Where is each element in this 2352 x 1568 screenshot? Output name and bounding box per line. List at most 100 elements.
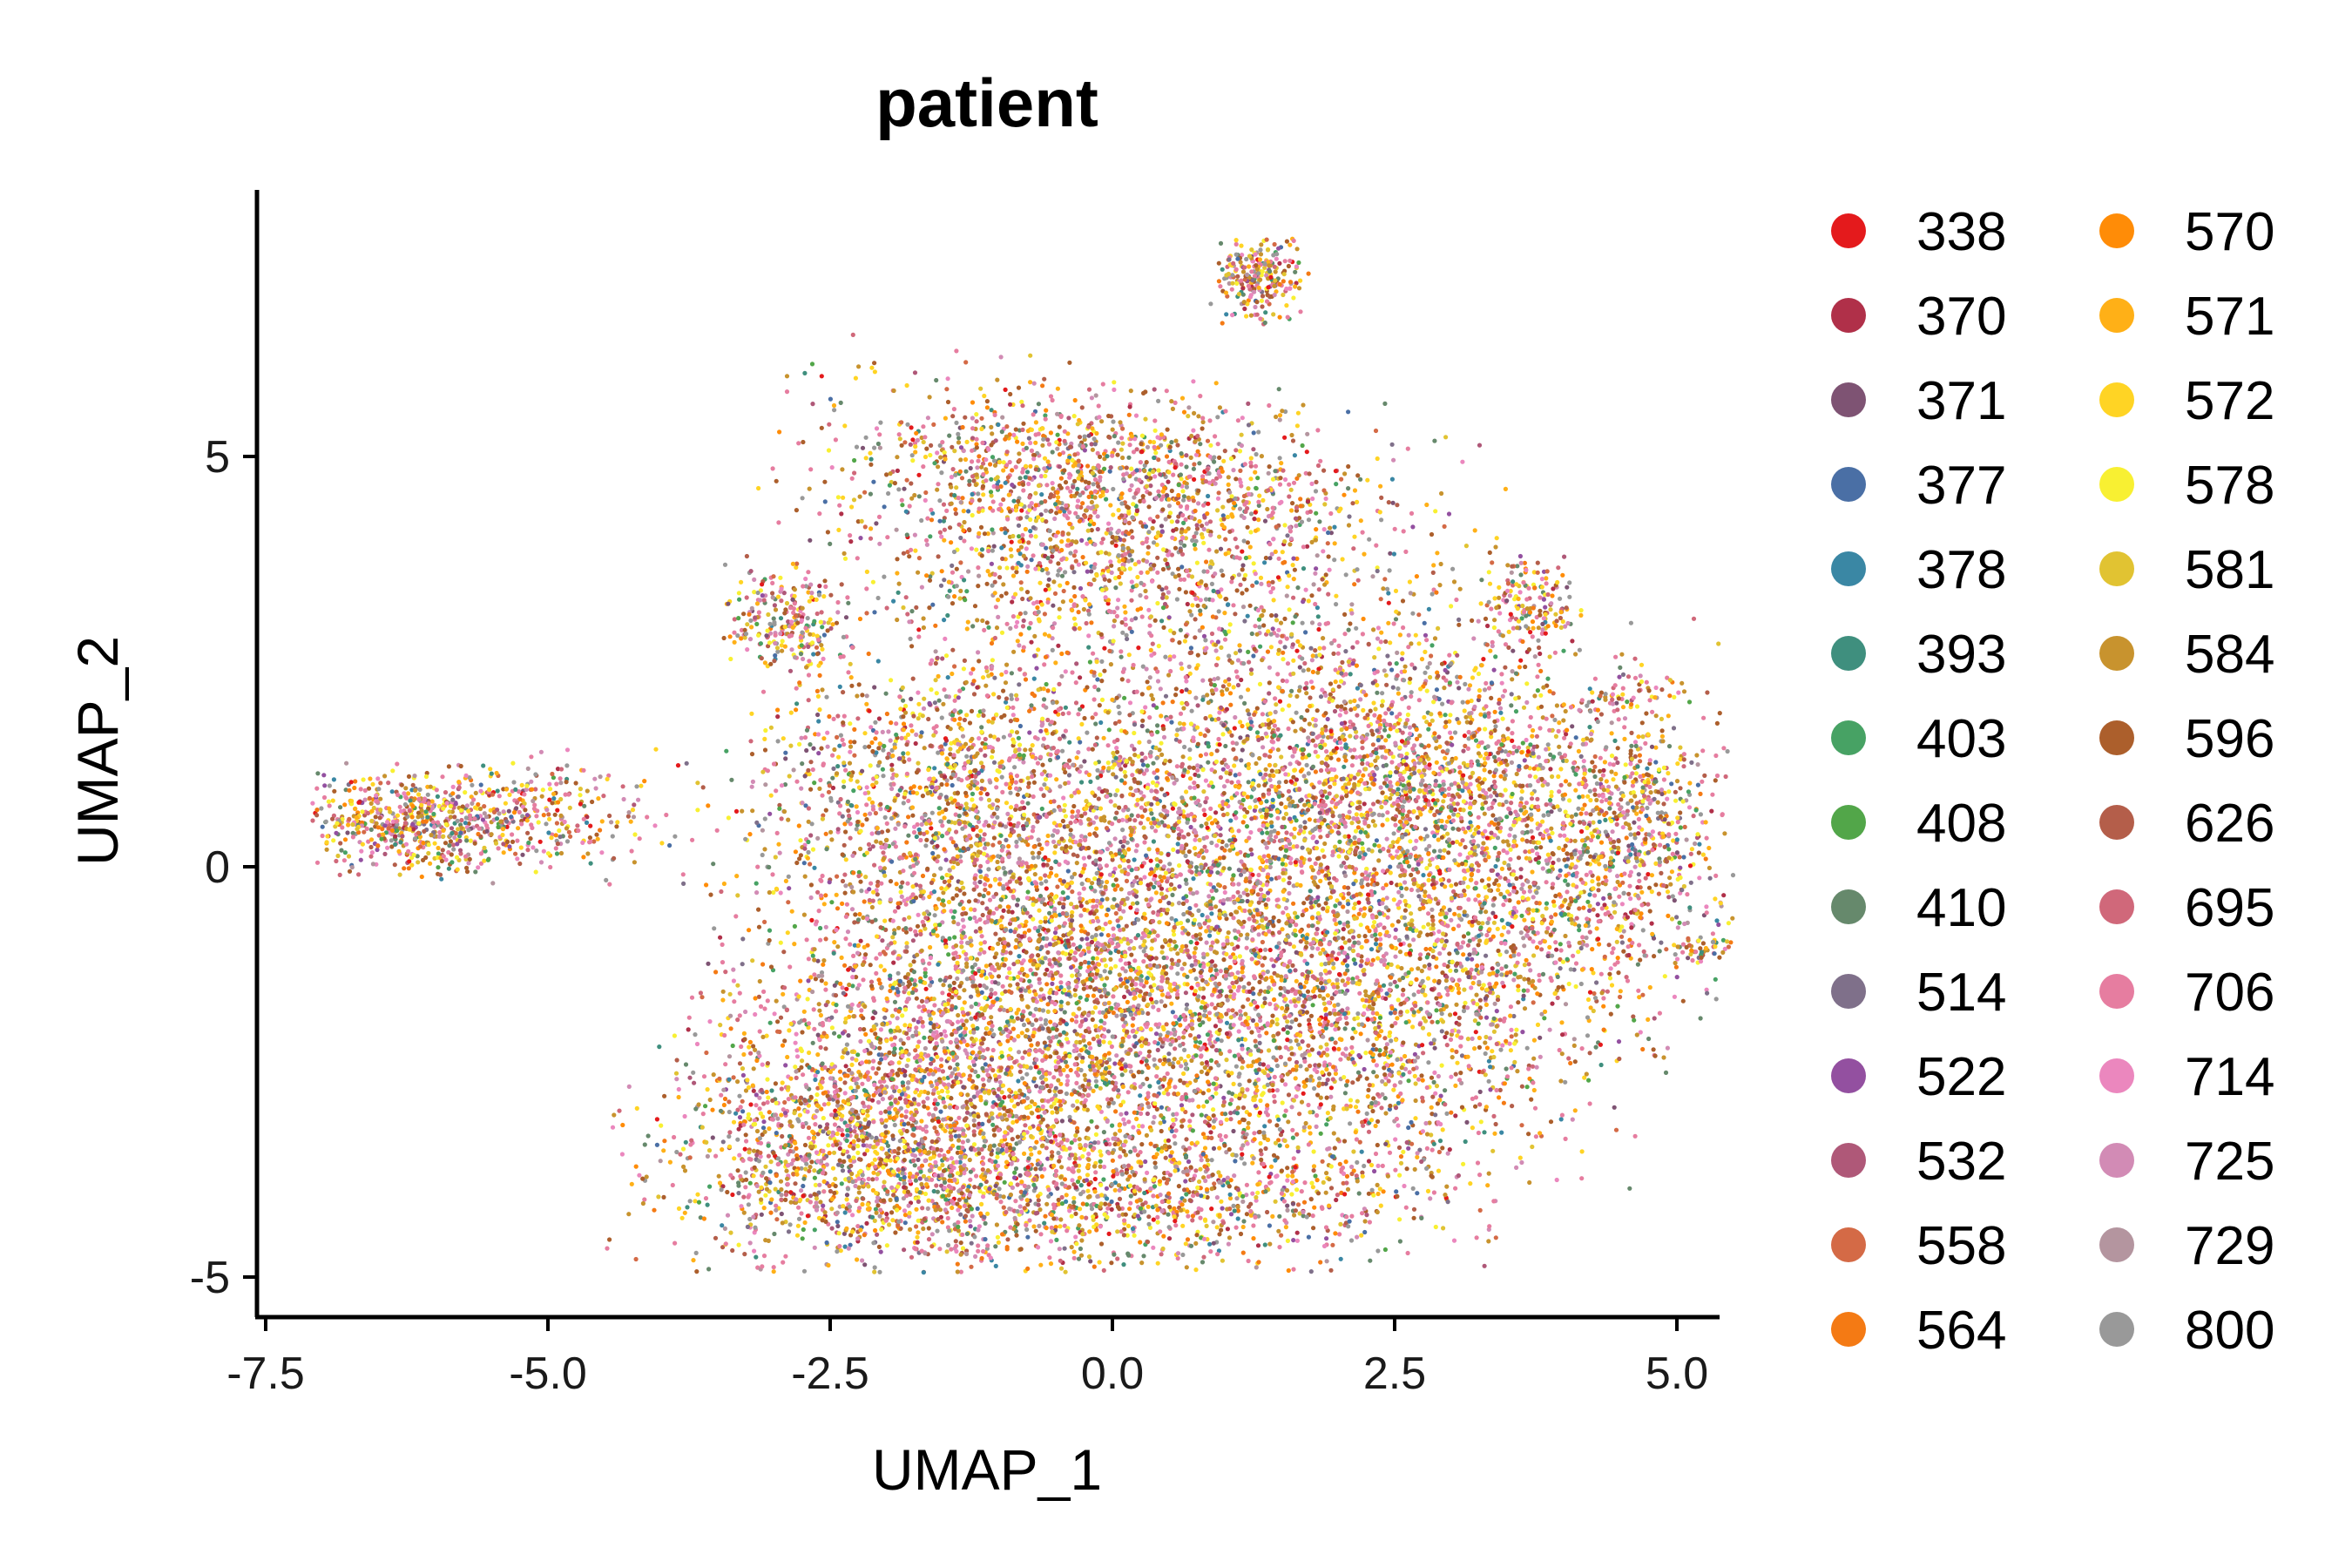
data-point: [1280, 1100, 1285, 1105]
data-point: [900, 880, 905, 885]
data-point: [1138, 606, 1144, 612]
data-point: [1068, 828, 1073, 833]
data-point: [1124, 758, 1129, 764]
data-point: [1013, 780, 1018, 785]
data-point: [1167, 887, 1173, 892]
data-point: [1068, 1067, 1073, 1073]
data-point: [986, 625, 991, 630]
data-point: [1126, 847, 1132, 852]
data-point: [1101, 1130, 1106, 1135]
data-point: [1052, 1022, 1058, 1027]
data-point: [1166, 834, 1171, 839]
data-point: [1189, 1022, 1194, 1027]
data-point: [943, 938, 948, 943]
data-point: [841, 690, 846, 695]
data-point: [996, 941, 1001, 946]
data-point: [1318, 950, 1323, 956]
data-point: [881, 850, 886, 855]
data-point: [1224, 770, 1229, 775]
data-point: [1014, 697, 1019, 702]
data-point: [1553, 912, 1558, 917]
data-point: [960, 917, 965, 923]
data-point: [1146, 1010, 1151, 1017]
data-point: [1483, 884, 1488, 890]
data-point: [1460, 700, 1465, 705]
data-point: [1054, 1027, 1059, 1032]
data-point: [1389, 923, 1395, 928]
data-point: [980, 1077, 986, 1082]
data-point: [1179, 689, 1185, 694]
data-point: [1025, 889, 1031, 895]
data-point: [1105, 847, 1110, 852]
data-point: [944, 782, 950, 787]
data-point: [1175, 849, 1180, 855]
data-point: [1129, 828, 1134, 833]
data-point: [977, 868, 983, 875]
data-point: [977, 879, 983, 885]
data-point: [1483, 1040, 1488, 1045]
data-point: [1148, 647, 1153, 653]
data-point: [964, 776, 970, 781]
data-point: [1077, 769, 1082, 774]
data-point: [1301, 668, 1306, 673]
data-point: [1140, 762, 1146, 767]
data-point: [942, 909, 947, 914]
data-point: [940, 875, 945, 881]
data-point: [1430, 570, 1436, 576]
data-point: [1055, 828, 1060, 834]
data-point: [1132, 753, 1138, 758]
data-point: [1169, 720, 1174, 725]
data-point: [1155, 933, 1160, 938]
data-point: [1062, 802, 1067, 808]
data-point: [771, 889, 776, 896]
data-point: [1176, 1035, 1182, 1041]
data-point: [1161, 875, 1166, 880]
data-point: [1066, 711, 1071, 716]
data-point: [1343, 1015, 1348, 1020]
data-point: [789, 909, 794, 914]
data-point: [1027, 978, 1032, 983]
data-point: [911, 870, 917, 875]
data-point: [1032, 925, 1037, 931]
data-point: [1490, 902, 1496, 908]
data-point: [1504, 950, 1510, 955]
data-point: [1017, 723, 1023, 729]
data-point: [1234, 588, 1240, 593]
data-point: [1099, 659, 1105, 665]
data-point: [806, 978, 811, 983]
data-point: [956, 1115, 962, 1120]
data-point: [1191, 876, 1196, 882]
data-point: [1437, 951, 1443, 956]
data-point: [1308, 904, 1315, 910]
data-point: [1537, 972, 1542, 977]
data-point: [1158, 686, 1163, 692]
data-point: [1233, 979, 1239, 984]
data-point: [1229, 971, 1234, 977]
data-point: [1316, 1051, 1321, 1056]
data-point: [1276, 685, 1281, 690]
data-point: [1154, 797, 1159, 802]
data-point: [912, 824, 917, 829]
data-point: [889, 1013, 896, 1018]
data-point: [942, 847, 947, 852]
data-point: [1478, 909, 1484, 915]
data-point: [1236, 828, 1241, 834]
data-point: [872, 685, 877, 690]
data-point: [1393, 1167, 1398, 1173]
data-point: [1493, 863, 1498, 869]
data-point: [1153, 1022, 1159, 1027]
data-point: [1311, 940, 1316, 945]
data-point: [1099, 697, 1105, 703]
data-point: [921, 1099, 926, 1105]
data-point: [680, 872, 686, 877]
data-point: [1375, 565, 1380, 571]
data-point: [1283, 844, 1288, 849]
data-point: [1524, 823, 1530, 828]
data-point: [1271, 1152, 1277, 1158]
data-point: [1232, 1173, 1237, 1179]
data-point: [1472, 528, 1477, 533]
data-point: [1091, 904, 1096, 909]
data-point: [1230, 876, 1235, 882]
data-point: [1004, 700, 1009, 705]
data-point: [750, 779, 756, 785]
